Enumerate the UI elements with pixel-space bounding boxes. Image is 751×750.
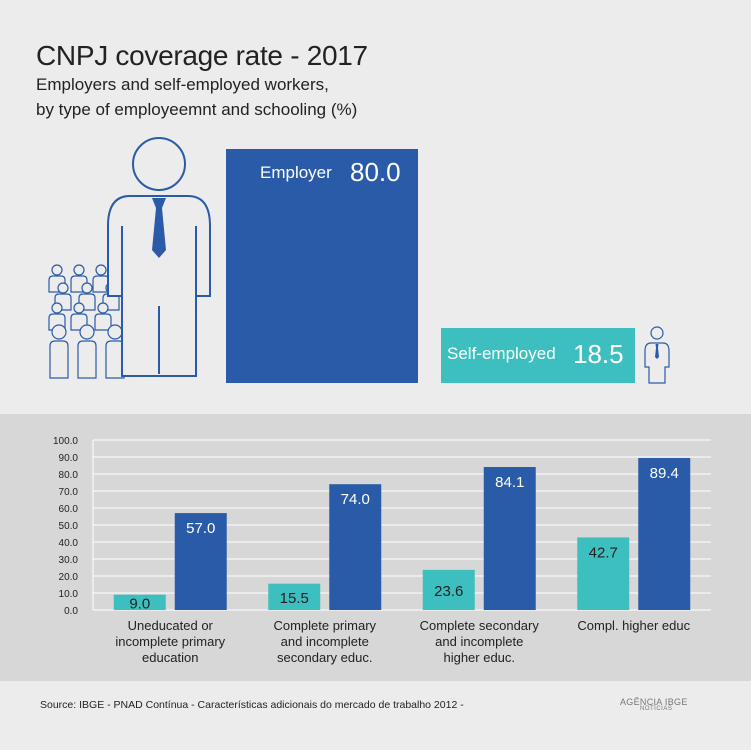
bar bbox=[113, 594, 166, 610]
self-employed-person-icon bbox=[644, 326, 670, 384]
data-label: 74.0 bbox=[341, 491, 370, 508]
data-label: 84.1 bbox=[495, 474, 524, 491]
self-employed-highlight-box: Self-employed 18.5 bbox=[441, 328, 635, 383]
employer-person-icon bbox=[107, 137, 211, 377]
logo-main-text: AGÊNCIA IBGE bbox=[620, 697, 688, 707]
y-tick-label: 20.0 bbox=[59, 572, 79, 583]
x-tick-label: Uneducated or bbox=[128, 618, 214, 633]
footer: Source: IBGE - PNAD Contínua - Caracterí… bbox=[0, 681, 751, 750]
y-tick-label: 60.0 bbox=[59, 504, 79, 515]
bar bbox=[483, 467, 536, 610]
bar bbox=[268, 583, 321, 610]
bar bbox=[422, 569, 475, 610]
y-tick-label: 40.0 bbox=[59, 538, 79, 549]
x-tick-label: secondary educ. bbox=[277, 650, 372, 665]
data-label: 57.0 bbox=[186, 520, 215, 537]
employer-highlight-box: Employer 80.0 bbox=[226, 149, 418, 383]
self-employed-label: Self-employed bbox=[447, 344, 556, 363]
x-tick-label: education bbox=[142, 650, 198, 665]
subtitle-line-2: by type of employeemnt and schooling (%) bbox=[36, 100, 358, 119]
chart-panel: 0.0 10.0 20.0 30.0 40.0 50.0 60.0 70.0 80.0 90.0 1… bbox=[0, 414, 751, 681]
y-tick-label: 100.0 bbox=[53, 436, 78, 447]
y-tick-label: 50.0 bbox=[59, 521, 79, 532]
page-subtitle: Employers and self-employed workers, by … bbox=[36, 72, 456, 122]
infographic-header: CNPJ coverage rate - 2017 Employers and … bbox=[36, 40, 670, 384]
source-note: Source: IBGE - PNAD Contínua - Caracterí… bbox=[40, 699, 464, 711]
logo-sub-text: NOTÍCIAS bbox=[640, 706, 673, 712]
x-tick-label: higher educ. bbox=[443, 650, 515, 665]
x-tick-label: Compl. higher educ bbox=[577, 618, 690, 633]
agencia-ibge-logo: AGÊNCIA IBGE NOTÍCIAS bbox=[620, 697, 688, 712]
y-tick-label: 10.0 bbox=[59, 589, 79, 600]
data-label: 42.7 bbox=[589, 544, 618, 561]
x-tick-label: and incomplete bbox=[435, 634, 523, 649]
subtitle-line-1: Employers and self-employed workers, bbox=[36, 75, 329, 94]
bar-chart: 0.0 10.0 20.0 30.0 40.0 50.0 60.0 70.0 80.0 90.0 1… bbox=[53, 436, 711, 665]
bar bbox=[577, 537, 630, 610]
y-tick-label: 70.0 bbox=[59, 487, 79, 498]
y-tick-label: 90.0 bbox=[59, 453, 79, 464]
x-tick-label: Complete primary bbox=[273, 618, 376, 633]
bar bbox=[174, 513, 227, 610]
x-tick-label: and incomplete bbox=[281, 634, 369, 649]
data-label: 9.0 bbox=[129, 595, 150, 612]
y-tick-label: 0.0 bbox=[64, 606, 78, 617]
x-tick-label: incomplete primary bbox=[115, 634, 225, 649]
employer-value: 80.0 bbox=[350, 157, 401, 187]
bar bbox=[638, 458, 691, 610]
page-title: CNPJ coverage rate - 2017 bbox=[36, 40, 368, 71]
y-tick-label: 30.0 bbox=[59, 555, 79, 566]
data-label: 15.5 bbox=[280, 590, 309, 607]
x-tick-label: Complete secondary bbox=[420, 618, 540, 633]
crowd-icon bbox=[48, 264, 125, 379]
data-label: 23.6 bbox=[434, 583, 463, 600]
self-employed-value: 18.5 bbox=[573, 339, 624, 369]
y-tick-label: 80.0 bbox=[59, 470, 79, 481]
data-label: 89.4 bbox=[650, 465, 679, 482]
bar bbox=[329, 484, 382, 610]
employer-label: Employer bbox=[260, 163, 332, 182]
